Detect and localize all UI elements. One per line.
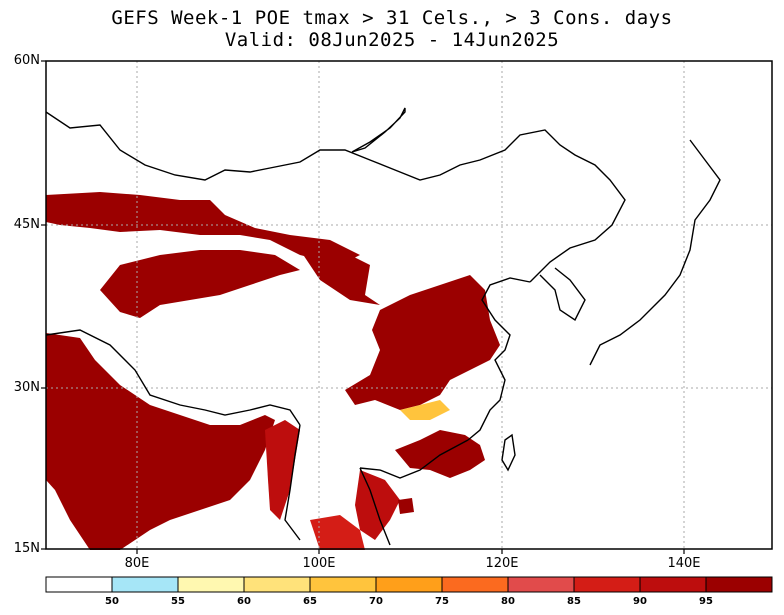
map-title-line1: GEFS Week-1 POE tmax > 31 Cels., > 3 Con… <box>111 7 673 29</box>
colorbar-swatch <box>111 576 179 593</box>
lon-label: 80E <box>124 556 150 571</box>
colorbar-swatch <box>705 576 773 593</box>
lon-label: 100E <box>302 556 336 571</box>
colorbar-swatch <box>639 576 707 593</box>
colorbar-swatch <box>573 576 641 593</box>
colorbar <box>45 576 773 593</box>
fill-northchina <box>300 250 380 305</box>
colorbar-level-label: 80 <box>501 596 515 607</box>
colorbar-swatch <box>441 576 509 593</box>
colorbar-swatch <box>507 576 575 593</box>
fill-indochina <box>355 470 400 540</box>
fill-kazakh <box>46 192 360 265</box>
colorbar-level-label: 65 <box>303 596 317 607</box>
colorbar-swatch <box>375 576 443 593</box>
fill-eastchina <box>345 275 500 410</box>
probability-fills <box>46 192 500 550</box>
lat-label: 60N <box>13 53 40 68</box>
colorbar-swatch <box>45 576 113 593</box>
fill-edge-south <box>400 400 450 420</box>
colorbar-level-label: 60 <box>237 596 251 607</box>
colorbar-level-label: 95 <box>699 596 713 607</box>
map-title-line2: Valid: 08Jun2025 - 14Jun2025 <box>224 29 560 51</box>
lat-label: 15N <box>13 541 40 556</box>
fill-myanmar <box>265 420 300 520</box>
colorbar-level-label: 75 <box>435 596 449 607</box>
fill-sea-south <box>310 515 365 550</box>
colorbar-level-label: 55 <box>171 596 185 607</box>
axis-ticks <box>41 60 685 554</box>
fill-india <box>46 333 275 550</box>
fill-tarim <box>100 250 300 318</box>
fill-edge-hainan <box>398 498 414 514</box>
lat-label: 30N <box>13 380 40 395</box>
colorbar-level-label: 85 <box>567 596 581 607</box>
fill-southchina <box>395 430 485 478</box>
country-borders <box>45 107 721 546</box>
grid-lines <box>46 61 772 549</box>
map-frame <box>45 60 773 550</box>
colorbar-level-label: 50 <box>105 596 119 607</box>
colorbar-level-label: 90 <box>633 596 647 607</box>
colorbar-swatch <box>177 576 245 593</box>
colorbar-level-label: 70 <box>369 596 383 607</box>
colorbar-swatch <box>309 576 377 593</box>
colorbar-swatch <box>243 576 311 593</box>
lat-label: 45N <box>13 217 40 232</box>
lon-label: 120E <box>485 556 519 571</box>
lon-label: 140E <box>667 556 701 571</box>
